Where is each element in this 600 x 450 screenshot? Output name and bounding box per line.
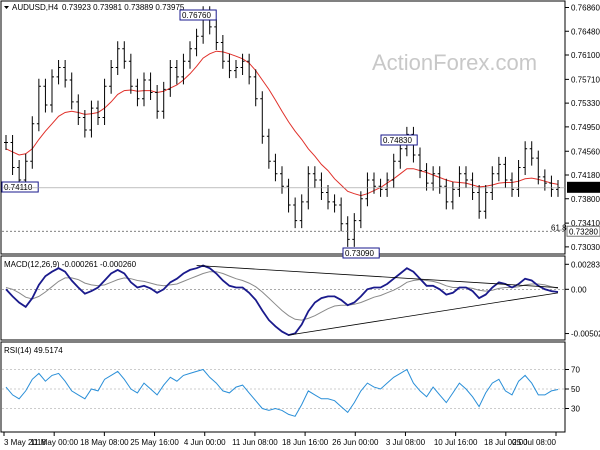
level-tag	[566, 225, 600, 237]
price-header: AUDUSD,H4 0.73923 0.73981 0.73889 0.7397…	[4, 3, 185, 12]
y-tick-label: 0.75710	[571, 75, 600, 84]
y-tick-label: 0.73800	[571, 195, 600, 204]
macd-tick-label: -0.005021	[571, 330, 600, 339]
rsi-title: RSI(14) 49.5174	[4, 346, 63, 355]
main-ohlc: 0.73923 0.73981 0.73889 0.73975	[62, 3, 185, 12]
x-tick-label: 4 Jun 00:00	[184, 438, 226, 447]
main-title: AUDUSD,H4	[12, 3, 59, 12]
macd-tick-label: 0.002839	[571, 260, 600, 269]
x-tick-label: 10 Jul 16:00	[434, 438, 478, 447]
x-tick-label: 11 May 00:00	[30, 438, 78, 447]
trough-label-box	[342, 247, 380, 259]
macd-tick-label: 0.00	[571, 285, 587, 294]
x-tick-label: 25 Jul 08:00	[512, 438, 556, 447]
peak-label: 0.74830	[383, 136, 412, 145]
rsi-tick-label: 70	[571, 366, 580, 375]
x-tick-label: 18 May 08:00	[80, 438, 129, 447]
macd-upper-trendline	[196, 265, 559, 288]
peak-label: 0.76760	[182, 11, 211, 20]
level-tag-label: 0.73280	[569, 227, 598, 236]
x-tick-label: 26 Jun 00:00	[332, 438, 379, 447]
watermark: ActionForex.com	[372, 50, 537, 75]
price-bars	[4, 6, 560, 247]
macd-line	[5, 264, 559, 337]
x-tick-label: 18 Jun 16:00	[282, 438, 329, 447]
y-tick-label: 0.73030	[571, 243, 600, 252]
level-label: 0.74110	[4, 183, 33, 192]
fib-label: 61.8	[551, 223, 567, 232]
peak-label-box	[179, 9, 217, 21]
collapse-icon	[4, 6, 9, 9]
x-tick-label: 3 May 2018	[4, 438, 46, 447]
price-axis: 0.76860 0.76480 0.76100 0.75710 0.75330 0.749…	[565, 4, 600, 252]
rsi-panel	[0, 341, 566, 433]
x-tick-label: 11 Jun 08:00	[232, 438, 278, 447]
price-annotations: 0.76760 0.74830 0.74110 0.73090 0.73975 0.732…	[1, 9, 600, 259]
y-tick-label: 0.74560	[571, 147, 600, 156]
level-label-box	[1, 181, 39, 193]
rsi-tick-label: 30	[571, 405, 580, 414]
x-tick-label: 18 Jul 00:00	[484, 438, 528, 447]
trough-label: 0.73090	[345, 249, 374, 258]
rsi-tick-label: 50	[571, 385, 580, 394]
x-tick-label: 3 Jul 08:00	[386, 438, 426, 447]
price-panel	[0, 0, 566, 255]
x-tick-label: 25 May 16:00	[130, 438, 179, 447]
macd-title: MACD(12,26,9) -0.000261 -0.000260	[4, 260, 137, 269]
y-tick-label: 0.75330	[571, 99, 600, 108]
current-price-tag	[567, 181, 600, 193]
peak-label-box	[380, 134, 418, 146]
y-tick-label: 0.74180	[571, 171, 600, 180]
current-price-label: 0.73975	[569, 184, 598, 193]
y-tick-label: 0.76100	[571, 51, 600, 60]
macd-panel	[0, 255, 566, 341]
y-tick-label: 0.73410	[571, 219, 600, 228]
rsi-indicator: 70 50 30	[2, 366, 580, 417]
y-tick-label: 0.74950	[571, 123, 600, 132]
rsi-line	[5, 368, 559, 417]
macd-lower-trendline	[288, 292, 559, 336]
macd-indicator: 0.002839 0.00 -0.005021	[2, 260, 600, 339]
y-tick-label: 0.76860	[571, 4, 600, 13]
y-tick-label: 0.76480	[571, 27, 600, 36]
